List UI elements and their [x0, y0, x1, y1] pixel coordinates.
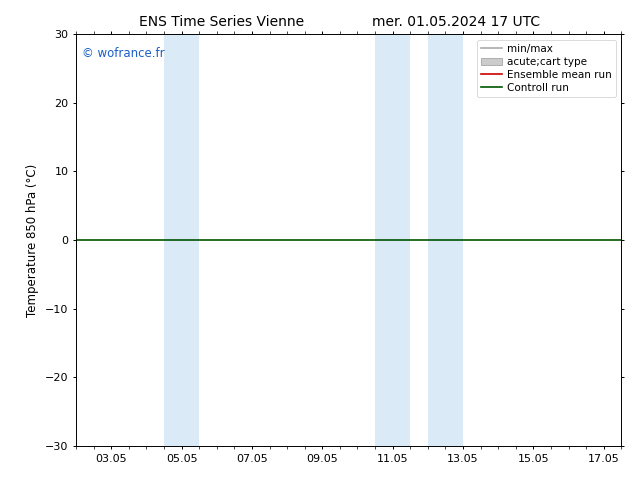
- Bar: [164, 34, 199, 446]
- Y-axis label: Temperature 850 hPa (°C): Temperature 850 hPa (°C): [27, 164, 39, 317]
- Text: mer. 01.05.2024 17 UTC: mer. 01.05.2024 17 UTC: [372, 15, 541, 29]
- Bar: [375, 34, 410, 446]
- Legend: min/max, acute;cart type, Ensemble mean run, Controll run: min/max, acute;cart type, Ensemble mean …: [477, 40, 616, 97]
- Bar: [428, 34, 463, 446]
- Text: © wofrance.fr: © wofrance.fr: [82, 47, 164, 60]
- Text: ENS Time Series Vienne: ENS Time Series Vienne: [139, 15, 304, 29]
